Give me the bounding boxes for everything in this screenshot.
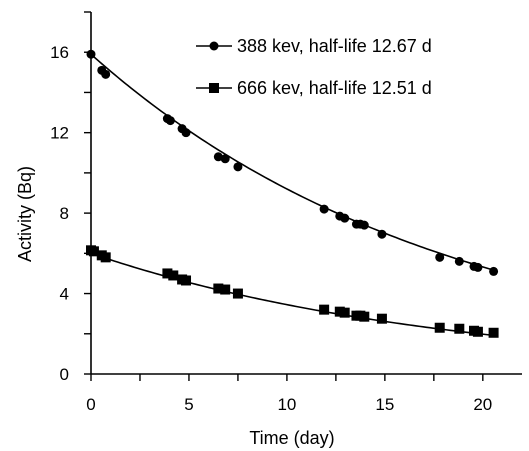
y-ticks: 0 4 8 12 16 [50, 11, 91, 384]
x-tick-label: 15 [375, 395, 394, 414]
fit-lines [90, 53, 494, 337]
data-point-1 [435, 252, 445, 262]
plot-area: 0 4 8 12 16 0 5 10 15 20 [50, 11, 522, 414]
data-point-1 [101, 69, 111, 79]
data-point-2 [181, 275, 192, 286]
data-point-2 [472, 326, 483, 337]
x-tick-label: 20 [473, 395, 492, 414]
data-point-2 [88, 246, 99, 257]
y-tick-label: 4 [60, 285, 69, 304]
y-tick-label: 16 [50, 43, 69, 62]
data-point-1 [213, 152, 223, 162]
data-point-1 [454, 256, 464, 266]
y-tick-label: 0 [60, 365, 69, 384]
x-tick-label: 5 [184, 395, 193, 414]
data-point-2 [339, 307, 350, 318]
data-point-2 [100, 252, 111, 263]
data-point-1 [377, 229, 387, 239]
data-point-2 [213, 283, 224, 294]
x-ticks: 0 5 10 15 20 [86, 374, 492, 414]
y-tick-label: 12 [50, 124, 69, 143]
data-point-2 [488, 327, 499, 338]
data-point-2 [376, 313, 387, 324]
x-tick-label: 0 [86, 395, 95, 414]
data-point-2 [220, 284, 231, 295]
data-point-1 [181, 128, 191, 138]
legend-marker-square [209, 83, 219, 93]
x-tick-label: 10 [277, 395, 296, 414]
data-point-2 [168, 270, 179, 281]
data-point-1 [489, 266, 499, 276]
legend: 388 kev, half-life 12.67 d 666 kev, half-… [196, 36, 432, 98]
data-point-1 [473, 262, 483, 272]
fit-line-2 [90, 252, 494, 337]
legend-marker-circle [209, 41, 219, 51]
data-point-2 [162, 268, 173, 279]
data-point-2 [434, 322, 445, 333]
data-point-2 [232, 288, 243, 299]
data-point-1 [359, 220, 369, 230]
fit-line-1 [90, 53, 494, 271]
data-point-2 [454, 323, 465, 334]
y-tick-label: 8 [60, 204, 69, 223]
data-point-1 [86, 49, 96, 59]
data-point-1 [319, 204, 329, 214]
legend-label-1: 388 kev, half-life 12.67 d [237, 36, 432, 56]
data-point-1 [233, 162, 243, 172]
data-point-2 [319, 304, 330, 315]
data-point-2 [359, 311, 370, 322]
data-point-1 [220, 154, 230, 164]
y-axis-label: Activity (Bq) [15, 166, 35, 262]
data-point-1 [165, 116, 175, 126]
x-axis-label: Time (day) [249, 428, 334, 448]
legend-label-2: 666 kev, half-life 12.51 d [237, 78, 432, 98]
data-markers [86, 49, 499, 338]
data-point-1 [340, 213, 350, 223]
